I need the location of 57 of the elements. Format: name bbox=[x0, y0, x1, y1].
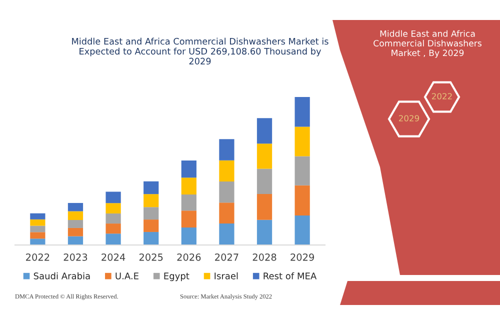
bar bbox=[106, 234, 121, 245]
bar bbox=[294, 216, 310, 245]
x-tick-label: 2025 bbox=[139, 254, 163, 261]
bar bbox=[68, 220, 84, 228]
bar bbox=[30, 232, 46, 239]
bar bbox=[68, 228, 84, 236]
bar bbox=[68, 202, 84, 212]
legend-label: Saudi Arabia bbox=[34, 272, 90, 280]
bar bbox=[219, 202, 234, 224]
bar bbox=[256, 168, 272, 194]
text: Middle East and Africa Commercial Dishwashers Market , By 2029 bbox=[374, 30, 482, 58]
bar bbox=[68, 211, 84, 220]
bar bbox=[256, 220, 272, 245]
x-tick-label: 2024 bbox=[102, 254, 126, 261]
bar bbox=[144, 194, 159, 208]
bar bbox=[68, 236, 84, 245]
bar bbox=[106, 192, 121, 204]
legend-label: Egypt bbox=[164, 272, 190, 282]
bar bbox=[181, 210, 196, 228]
bar bbox=[219, 182, 234, 203]
bar bbox=[181, 178, 196, 195]
bar bbox=[294, 126, 310, 156]
text: 2029 bbox=[399, 115, 420, 122]
bar bbox=[30, 226, 46, 232]
x-tick-label: 2029 bbox=[290, 254, 314, 261]
x-tick-label: 2022 bbox=[26, 254, 50, 261]
bar bbox=[294, 185, 310, 216]
x-tick-label: 2027 bbox=[215, 254, 238, 261]
legend-label: Israel bbox=[214, 272, 238, 280]
x-tick-label: 2026 bbox=[177, 254, 201, 261]
bar bbox=[106, 213, 121, 224]
x-tick-label: 2028 bbox=[252, 254, 276, 261]
bar bbox=[256, 194, 272, 220]
bar bbox=[144, 232, 159, 245]
bar bbox=[219, 224, 234, 245]
bar bbox=[144, 181, 159, 194]
bar bbox=[144, 220, 159, 232]
bar bbox=[30, 213, 46, 220]
bar bbox=[219, 160, 234, 182]
bar bbox=[256, 118, 272, 144]
bar bbox=[181, 194, 196, 211]
bar bbox=[144, 207, 159, 220]
bar bbox=[106, 224, 121, 234]
x-tick-label: 2023 bbox=[64, 254, 88, 261]
bar bbox=[219, 139, 234, 160]
bar bbox=[106, 203, 121, 214]
text: 2022 bbox=[432, 93, 452, 100]
bar bbox=[181, 160, 196, 178]
bar bbox=[294, 97, 310, 127]
bar bbox=[181, 228, 196, 245]
legend-label: Rest of MEA bbox=[264, 272, 317, 280]
bar bbox=[256, 144, 272, 169]
legend-label: U.A.E bbox=[116, 272, 138, 280]
bar bbox=[30, 238, 46, 245]
bar bbox=[294, 156, 310, 186]
bar bbox=[30, 219, 46, 226]
chart-title: Middle East and Africa Commercial Dishwashers Market is Expected to Account for USD 269,108.60 Thousand by 2029 bbox=[72, 38, 328, 65]
